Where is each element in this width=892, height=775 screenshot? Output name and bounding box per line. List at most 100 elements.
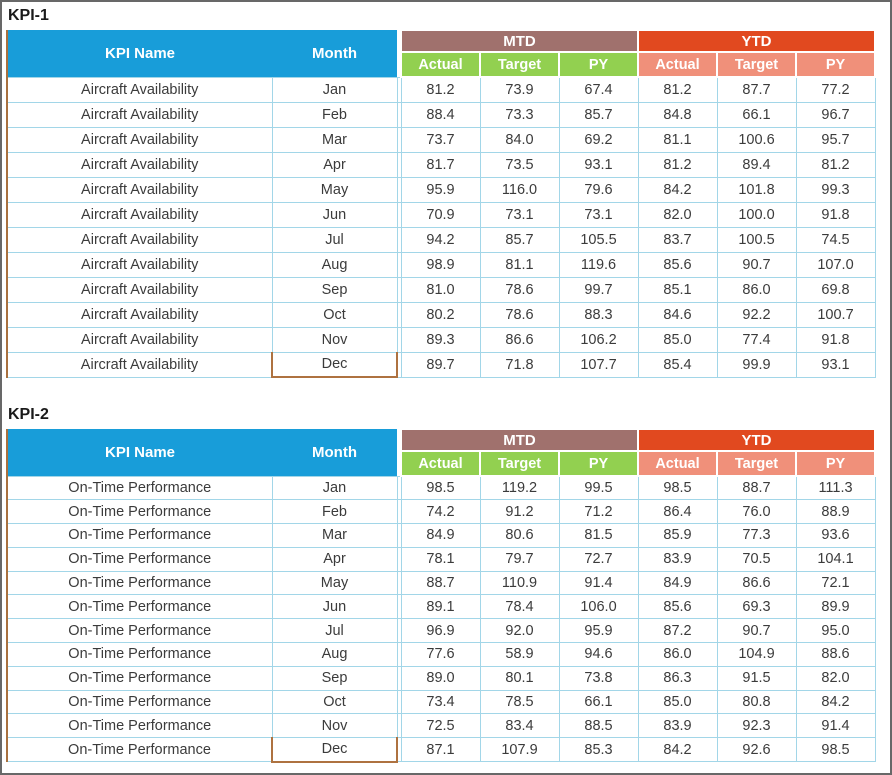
ytd-py-cell[interactable]: 81.2 (795, 151, 876, 178)
ytd-target-cell[interactable]: 76.0 (716, 499, 797, 525)
mtd-py-cell[interactable]: 105.5 (558, 226, 639, 253)
month-cell[interactable]: Oct (271, 301, 398, 328)
ytd-actual-cell[interactable]: 84.2 (637, 737, 718, 763)
mtd-target-cell[interactable]: 80.1 (479, 665, 560, 691)
mtd-py-cell[interactable]: 99.7 (558, 276, 639, 303)
kpi-name-cell[interactable]: On-Time Performance (6, 594, 273, 620)
mtd-py-cell[interactable]: 67.4 (558, 76, 639, 103)
kpi-name-cell[interactable]: On-Time Performance (6, 546, 273, 572)
month-cell[interactable]: Nov (271, 713, 398, 739)
ytd-actual-cell[interactable]: 84.6 (637, 301, 718, 328)
kpi-name-cell[interactable]: Aircraft Availability (6, 226, 273, 253)
mtd-py-cell[interactable]: 85.7 (558, 101, 639, 128)
ytd-target-cell[interactable]: 90.7 (716, 251, 797, 278)
mtd-py-cell[interactable]: 95.9 (558, 618, 639, 644)
mtd-target-cell[interactable]: 58.9 (479, 642, 560, 667)
mtd-actual-cell[interactable]: 80.2 (400, 301, 481, 328)
ytd-target-cell[interactable]: 91.5 (716, 665, 797, 691)
month-cell[interactable]: May (271, 176, 398, 203)
ytd-py-cell[interactable]: 89.9 (795, 594, 876, 620)
ytd-actual-cell[interactable]: 85.9 (637, 523, 718, 548)
mtd-target-cell[interactable]: 119.2 (479, 475, 560, 501)
ytd-actual-cell[interactable]: 83.9 (637, 546, 718, 572)
mtd-target-cell[interactable]: 73.1 (479, 201, 560, 228)
kpi-name-cell[interactable]: Aircraft Availability (6, 276, 273, 303)
ytd-target-cell[interactable]: 100.0 (716, 201, 797, 228)
ytd-target-cell[interactable]: 89.4 (716, 151, 797, 178)
kpi-name-cell[interactable]: On-Time Performance (6, 499, 273, 525)
ytd-py-cell[interactable]: 104.1 (795, 546, 876, 572)
ytd-target-cell[interactable]: 92.6 (716, 737, 797, 763)
month-cell[interactable]: Dec (271, 737, 398, 763)
ytd-actual-cell[interactable]: 85.0 (637, 689, 718, 715)
ytd-py-cell[interactable]: 95.7 (795, 126, 876, 153)
ytd-actual-cell[interactable]: 83.9 (637, 713, 718, 739)
month-cell[interactable]: Mar (271, 523, 398, 548)
month-cell[interactable]: Jan (271, 76, 398, 103)
mtd-target-cell[interactable]: 116.0 (479, 176, 560, 203)
ytd-target-cell[interactable]: 87.7 (716, 76, 797, 103)
mtd-actual-cell[interactable]: 96.9 (400, 618, 481, 644)
kpi-name-cell[interactable]: Aircraft Availability (6, 326, 273, 353)
kpi-name-cell[interactable]: On-Time Performance (6, 475, 273, 501)
ytd-actual-cell[interactable]: 85.0 (637, 326, 718, 353)
mtd-py-cell[interactable]: 81.5 (558, 523, 639, 548)
ytd-py-cell[interactable]: 98.5 (795, 737, 876, 763)
ytd-actual-cell[interactable]: 85.6 (637, 251, 718, 278)
month-cell[interactable]: Dec (271, 351, 398, 378)
mtd-target-cell[interactable]: 78.5 (479, 689, 560, 715)
ytd-py-cell[interactable]: 93.1 (795, 351, 876, 378)
month-cell[interactable]: Jan (271, 475, 398, 501)
mtd-target-cell[interactable]: 84.0 (479, 126, 560, 153)
kpi-name-cell[interactable]: On-Time Performance (6, 689, 273, 715)
mtd-target-cell[interactable]: 71.8 (479, 351, 560, 378)
mtd-py-cell[interactable]: 88.5 (558, 713, 639, 739)
kpi-name-cell[interactable]: On-Time Performance (6, 713, 273, 739)
month-cell[interactable]: Aug (271, 642, 398, 667)
ytd-actual-cell[interactable]: 81.2 (637, 76, 718, 103)
kpi-name-cell[interactable]: Aircraft Availability (6, 301, 273, 328)
month-cell[interactable]: Apr (271, 151, 398, 178)
mtd-actual-cell[interactable]: 89.1 (400, 594, 481, 620)
ytd-py-cell[interactable]: 84.2 (795, 689, 876, 715)
mtd-actual-cell[interactable]: 74.2 (400, 499, 481, 525)
mtd-target-cell[interactable]: 73.9 (479, 76, 560, 103)
ytd-actual-cell[interactable]: 84.9 (637, 570, 718, 596)
mtd-actual-cell[interactable]: 95.9 (400, 176, 481, 203)
ytd-py-cell[interactable]: 99.3 (795, 176, 876, 203)
mtd-py-cell[interactable]: 119.6 (558, 251, 639, 278)
kpi-name-cell[interactable]: Aircraft Availability (6, 151, 273, 178)
ytd-actual-cell[interactable]: 98.5 (637, 475, 718, 501)
ytd-target-cell[interactable]: 88.7 (716, 475, 797, 501)
ytd-py-cell[interactable]: 91.4 (795, 713, 876, 739)
mtd-py-cell[interactable]: 88.3 (558, 301, 639, 328)
month-cell[interactable]: Apr (271, 546, 398, 572)
ytd-py-cell[interactable]: 107.0 (795, 251, 876, 278)
ytd-py-cell[interactable]: 95.0 (795, 618, 876, 644)
mtd-actual-cell[interactable]: 88.7 (400, 570, 481, 596)
mtd-py-cell[interactable]: 107.7 (558, 351, 639, 378)
ytd-actual-cell[interactable]: 81.2 (637, 151, 718, 178)
kpi-name-cell[interactable]: Aircraft Availability (6, 126, 273, 153)
mtd-py-cell[interactable]: 69.2 (558, 126, 639, 153)
kpi-name-cell[interactable]: On-Time Performance (6, 523, 273, 548)
ytd-target-cell[interactable]: 92.3 (716, 713, 797, 739)
mtd-actual-cell[interactable]: 94.2 (400, 226, 481, 253)
kpi-name-cell[interactable]: Aircraft Availability (6, 201, 273, 228)
mtd-target-cell[interactable]: 80.6 (479, 523, 560, 548)
mtd-py-cell[interactable]: 79.6 (558, 176, 639, 203)
mtd-py-cell[interactable]: 106.2 (558, 326, 639, 353)
kpi-name-cell[interactable]: On-Time Performance (6, 570, 273, 596)
mtd-actual-cell[interactable]: 98.9 (400, 251, 481, 278)
kpi-name-cell[interactable]: Aircraft Availability (6, 351, 273, 378)
ytd-target-cell[interactable]: 100.6 (716, 126, 797, 153)
mtd-actual-cell[interactable]: 73.4 (400, 689, 481, 715)
ytd-actual-cell[interactable]: 84.8 (637, 101, 718, 128)
month-cell[interactable]: Mar (271, 126, 398, 153)
mtd-target-cell[interactable]: 73.3 (479, 101, 560, 128)
month-cell[interactable]: Nov (271, 326, 398, 353)
mtd-target-cell[interactable]: 73.5 (479, 151, 560, 178)
kpi-name-cell[interactable]: Aircraft Availability (6, 251, 273, 278)
ytd-py-cell[interactable]: 91.8 (795, 326, 876, 353)
mtd-actual-cell[interactable]: 84.9 (400, 523, 481, 548)
